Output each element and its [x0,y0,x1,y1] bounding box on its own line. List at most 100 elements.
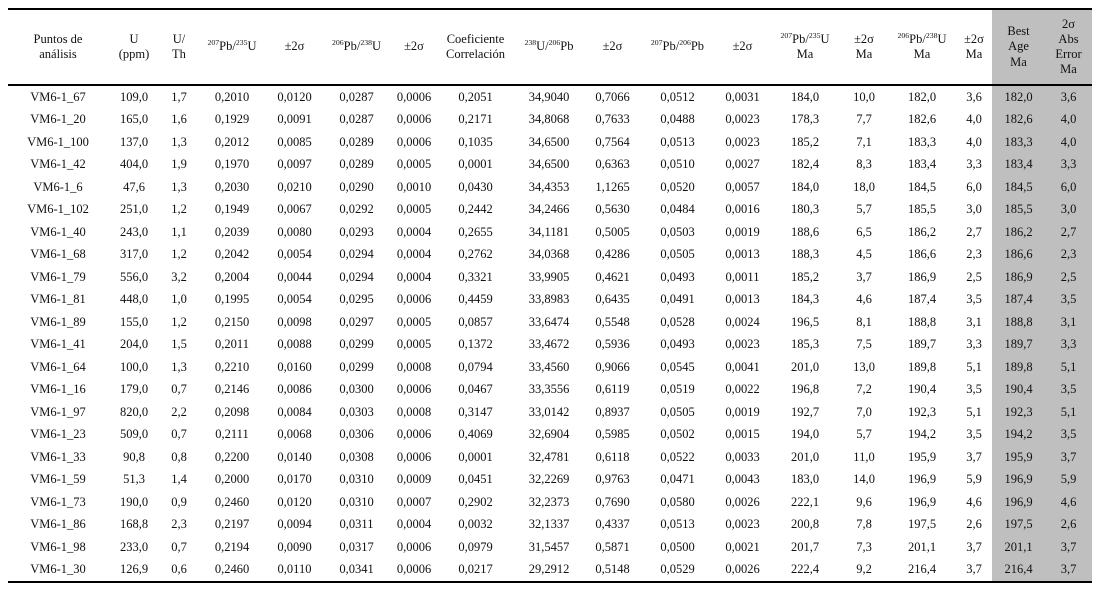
cell-pb207_u235: 0,2194 [214,539,250,554]
cell-pb207_u235_ma: 222,1 [790,494,820,509]
cell-err_u238_pb206: 0,5005 [595,224,630,239]
cell-pb206_u238_ma: 183,4 [907,157,937,172]
cell-err_pb206_u238: 0,0006 [396,562,432,577]
cell-u_th: 1,3 [171,359,187,374]
cell-err_pb206_u238_ma: 3,7 [966,449,982,464]
cell-pb206_u238: 0,0293 [339,224,374,239]
cell-u_ppm: 820,0 [119,404,149,419]
cell-pb206_u238: 0,0289 [339,157,374,172]
cell-u_ppm: 251,0 [119,202,149,217]
cell-err_u238_pb206: 0,5985 [595,427,630,442]
cell-pb207_pb206: 0,0500 [660,539,695,554]
cell-pb207_pb206: 0,0505 [660,404,695,419]
cell-coef_correlacion: 0,0032 [458,517,493,532]
cell-u_ppm: 448,0 [119,292,149,307]
cell-err_pb207_pb206: 0,0015 [725,427,760,442]
cell-err_pb206_u238: 0,0005 [396,337,432,352]
cell-pb206_u238: 0,0311 [339,517,374,532]
cell-err_pb206_u238: 0,0006 [396,112,432,127]
cell-err_pb206_u238_ma: 3,7 [966,562,982,577]
cell-err_pb207_u235: 0,0090 [277,539,312,554]
cell-best_age_ma: 189,7 [992,333,1045,356]
cell-err_pb207_pb206: 0,0023 [725,134,760,149]
cell-err_pb207_pb206: 0,0023 [725,337,760,352]
cell-best_age_ma: 192,3 [992,401,1045,424]
column-header-punto: Puntos de análisis [8,9,108,86]
cell-err_pb206_u238: 0,0004 [396,269,432,284]
cell-err_pb207_u235: 0,0098 [277,314,312,329]
cell-pb207_u235_ma: 183,0 [790,472,820,487]
cell-err_pb206_u238_ma: 4,0 [966,134,982,149]
cell-punto: VM6-1_73 [30,494,86,509]
cell-err_pb206_u238: 0,0004 [396,224,432,239]
cell-err_u238_pb206: 0,7564 [595,134,630,149]
table-row: VM6-1_68 317,0 1,2 0,2042 0,0054 0,0294 0,0004… [8,243,1092,266]
cell-err_u238_pb206: 0,5936 [595,337,630,352]
cell-abs_error_2s_ma: 3,7 [1045,536,1092,559]
cell-u_th: 1,3 [171,134,187,149]
cell-u_th: 1,1 [171,224,187,239]
cell-err_u238_pb206: 1,1265 [595,179,630,194]
cell-err_pb207_pb206: 0,0013 [725,247,760,262]
table-header: Puntos de análisis U (ppm) U/Th 207Pb/235U ±2σ… [8,9,1092,86]
cell-pb207_pb206: 0,0502 [660,427,695,442]
cell-err_pb207_u235_ma: 7,8 [856,517,872,532]
cell-u_ppm: 90,8 [123,449,145,464]
cell-pb206_u238_ma: 190,4 [907,382,937,397]
table-body: VM6-1_67 109,0 1,7 0,2010 0,0120 0,0287 0,0006… [8,85,1092,582]
cell-u238_pb206: 32,1337 [528,517,570,532]
cell-err_pb207_u235: 0,0170 [277,472,312,487]
cell-err_pb207_pb206: 0,0016 [725,202,760,217]
column-header-err_pb206_u238_ma: ±2σ Ma [956,9,992,86]
cell-u_ppm: 137,0 [119,134,149,149]
cell-pb206_u238_ma: 189,8 [907,359,937,374]
cell-err_u238_pb206: 0,5871 [595,539,630,554]
cell-punto: VM6-1_23 [30,427,86,442]
cell-u_th: 1,2 [171,202,187,217]
cell-coef_correlacion: 0,0001 [458,157,493,172]
cell-err_pb207_u235: 0,0210 [277,179,312,194]
cell-err_u238_pb206: 0,7066 [595,89,630,104]
cell-pb207_u235: 0,2460 [214,494,250,509]
cell-err_pb207_pb206: 0,0023 [725,112,760,127]
cell-err_pb207_pb206: 0,0026 [725,494,760,509]
cell-best_age_ma: 196,9 [992,491,1045,514]
cell-punto: VM6-1_102 [27,202,89,217]
cell-u_th: 0,6 [171,562,187,577]
cell-coef_correlacion: 0,0467 [458,382,493,397]
cell-err_pb206_u238: 0,0006 [396,382,432,397]
column-header-pb207_u235: 207Pb/235U [198,9,266,86]
cell-err_pb206_u238_ma: 3,3 [966,157,982,172]
cell-abs_error_2s_ma: 3,5 [1045,378,1092,401]
cell-pb207_u235_ma: 185,3 [790,337,820,352]
cell-u238_pb206: 32,2269 [528,472,570,487]
cell-err_pb207_u235_ma: 18,0 [853,179,875,194]
cell-err_pb206_u238: 0,0010 [396,179,432,194]
cell-u_th: 1,5 [171,337,187,352]
cell-err_pb207_u235_ma: 9,6 [856,494,872,509]
cell-pb206_u238: 0,0287 [339,89,374,104]
cell-err_pb207_pb206: 0,0031 [725,89,760,104]
cell-coef_correlacion: 0,2655 [458,224,493,239]
cell-err_pb207_u235: 0,0140 [277,449,312,464]
cell-err_pb206_u238_ma: 3,5 [966,427,982,442]
cell-pb207_u235_ma: 184,3 [790,292,820,307]
cell-err_pb207_u235_ma: 11,0 [853,449,875,464]
cell-err_u238_pb206: 0,9066 [595,359,630,374]
cell-punto: VM6-1_33 [30,449,86,464]
cell-pb206_u238: 0,0297 [339,314,374,329]
cell-err_pb206_u238: 0,0006 [396,539,432,554]
cell-err_pb206_u238_ma: 5,9 [966,472,982,487]
cell-u238_pb206: 34,6500 [528,134,570,149]
cell-pb207_u235_ma: 185,2 [790,134,820,149]
cell-coef_correlacion: 0,1035 [458,134,493,149]
cell-err_pb207_u235_ma: 5,7 [856,427,872,442]
cell-err_pb206_u238: 0,0004 [396,517,432,532]
cell-coef_correlacion: 0,0979 [458,539,493,554]
cell-u_th: 0,7 [171,427,187,442]
table-row: VM6-1_67 109,0 1,7 0,2010 0,0120 0,0287 0,0006… [8,85,1092,109]
cell-err_pb207_u235_ma: 7,2 [856,382,872,397]
cell-punto: VM6-1_89 [30,314,86,329]
cell-err_pb207_u235: 0,0054 [277,247,312,262]
cell-coef_correlacion: 0,0217 [458,562,493,577]
